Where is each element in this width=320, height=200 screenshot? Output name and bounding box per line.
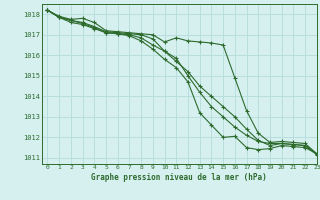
X-axis label: Graphe pression niveau de la mer (hPa): Graphe pression niveau de la mer (hPa) xyxy=(91,173,267,182)
